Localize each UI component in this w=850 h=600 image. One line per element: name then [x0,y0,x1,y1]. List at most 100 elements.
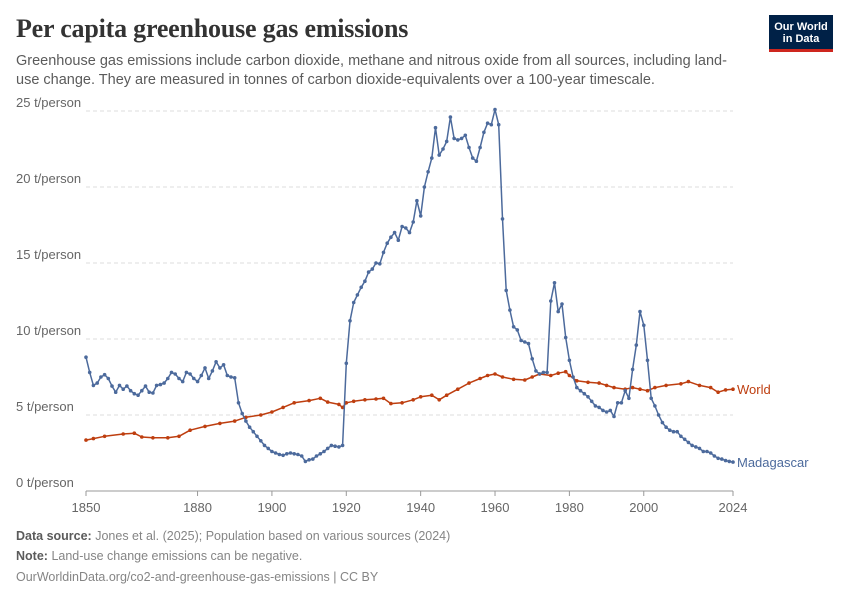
data-point-madagascar [270,449,274,454]
data-point-madagascar [552,281,557,285]
data-point-world [604,383,609,388]
data-point-madagascar [232,376,237,380]
data-point-madagascar [169,370,174,375]
data-point-madagascar [266,446,271,451]
data-point-madagascar [489,122,494,127]
data-point-madagascar [206,376,211,381]
data-point-madagascar [597,405,601,410]
data-point-world [363,398,367,402]
data-point-madagascar [262,443,267,448]
data-point-madagascar [448,115,453,119]
data-point-madagascar [723,458,728,463]
logo-line-2: in Data [782,33,820,45]
note-line: Note: Land-use change emissions can be n… [16,549,302,563]
data-point-madagascar [348,319,352,323]
source-url[interactable]: OurWorldinData.org/co2-and-greenhouse-ga… [16,570,379,584]
data-point-madagascar [132,391,137,396]
data-point-madagascar [482,130,486,135]
data-point-madagascar [385,241,390,245]
data-point-madagascar [381,250,386,255]
data-point-madagascar [84,355,88,360]
data-point-madagascar [255,434,259,439]
data-point-madagascar [660,420,665,425]
data-point-madagascar [322,449,326,454]
data-point-madagascar [273,451,278,455]
data-point-madagascar [452,136,456,141]
data-point-madagascar [679,434,683,439]
data-point-madagascar [604,410,609,414]
data-point-world [523,378,527,382]
data-point-madagascar [318,452,323,456]
data-point-madagascar [731,460,735,464]
data-point-world [259,413,263,417]
series-label-world: World [737,382,771,397]
data-point-madagascar [686,440,691,445]
data-point-madagascar [500,217,505,221]
data-point-madagascar [441,147,445,151]
data-point-madagascar [259,439,263,443]
data-point-world [318,396,323,401]
y-tick-label: 20 t/person [16,171,81,186]
data-point-madagascar [378,262,382,266]
data-point-world [166,436,170,440]
data-point-world [716,390,720,395]
y-tick-label: 15 t/person [16,247,81,262]
data-point-madagascar [158,382,163,387]
data-point-madagascar [519,338,523,343]
data-point-world [389,401,393,406]
chart-subtitle: Greenhouse gas emissions include carbon … [16,53,727,88]
x-tick-label: 1880 [183,500,212,515]
data-point-madagascar [110,384,114,388]
data-source-line: Data source: Jones et al. (2025); Popula… [16,529,450,543]
data-point-world [218,421,222,426]
data-point-madagascar [563,335,568,340]
data-point-world [203,424,207,429]
data-point-madagascar [589,399,594,404]
data-point-madagascar [184,370,189,375]
data-point-world [645,388,650,393]
x-tick-label: 1960 [481,500,510,515]
data-point-madagascar [615,401,620,405]
data-point-madagascar [426,170,430,174]
y-tick-label: 0 t/person [16,475,74,490]
data-point-madagascar [154,383,159,388]
data-source-text[interactable]: Jones et al. (2025); Population based on… [95,529,451,543]
data-point-madagascar [556,309,560,314]
data-point-madagascar [560,302,564,306]
owid-logo[interactable]: Our World in Data [769,15,833,52]
data-point-madagascar [236,401,241,405]
data-point-madagascar [716,456,720,461]
data-point-madagascar [437,153,442,157]
data-point-world [337,402,341,407]
data-point-madagascar [675,429,679,434]
data-point-madagascar [351,300,356,305]
data-point-madagascar [586,395,590,399]
data-point-madagascar [337,445,341,449]
data-point-madagascar [701,449,706,454]
data-point-madagascar [407,230,412,235]
data-point-madagascar [95,381,99,385]
data-point-madagascar [485,121,490,125]
data-point-world [140,435,144,439]
data-point-madagascar [470,156,475,160]
data-point-madagascar [474,159,479,163]
data-point-madagascar [125,384,129,388]
data-point-madagascar [180,379,185,384]
data-point-madagascar [708,451,713,455]
data-point-madagascar [649,396,653,401]
data-point-world [630,385,635,390]
data-point-world [485,373,490,378]
data-point-world [430,393,434,398]
data-point-madagascar [366,270,371,274]
data-point-world [400,401,404,405]
data-point-madagascar [415,198,419,203]
data-point-world [91,436,96,441]
data-point-madagascar [359,285,364,290]
data-point-madagascar [344,361,349,366]
data-point-madagascar [541,370,546,375]
x-tick-label: 1850 [72,500,101,515]
data-point-madagascar [87,370,92,375]
data-point-madagascar [545,370,549,375]
data-point-madagascar [578,388,583,393]
